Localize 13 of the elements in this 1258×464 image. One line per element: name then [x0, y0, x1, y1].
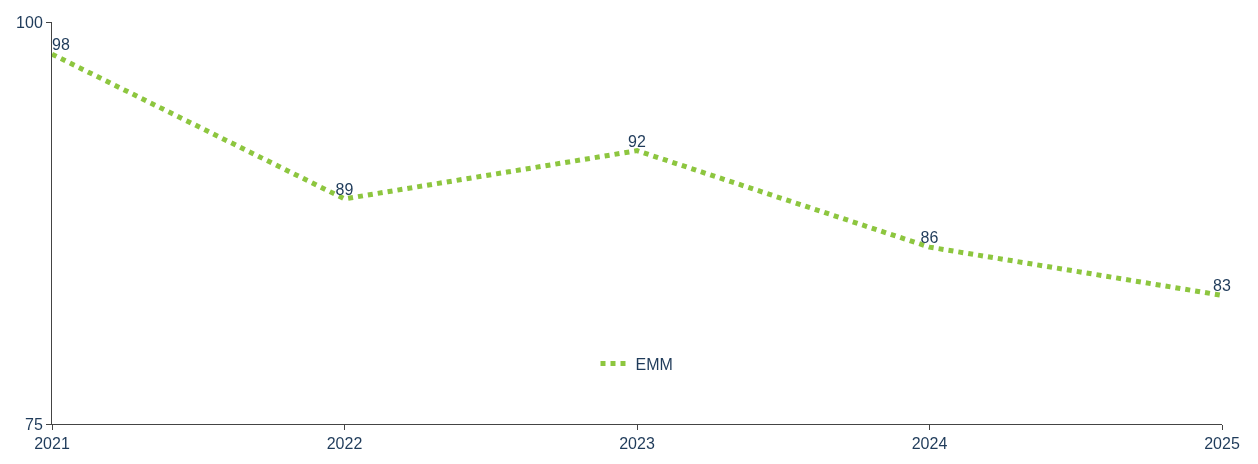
y-tick-label: 75 — [25, 415, 43, 433]
x-tick-label: 2024 — [911, 435, 948, 453]
data-label: 92 — [628, 132, 646, 150]
legend-label: EMM — [635, 355, 673, 373]
x-tick-label: 2023 — [619, 435, 655, 453]
data-label: 98 — [52, 36, 70, 54]
x-tick-label: 2021 — [34, 435, 70, 453]
data-label: 83 — [1213, 277, 1231, 295]
x-tick-label: 2025 — [1204, 435, 1240, 453]
y-tick-label: 100 — [16, 13, 43, 31]
x-tick-label: 2022 — [326, 435, 363, 453]
data-label: 89 — [335, 180, 354, 198]
data-label: 86 — [920, 229, 939, 247]
